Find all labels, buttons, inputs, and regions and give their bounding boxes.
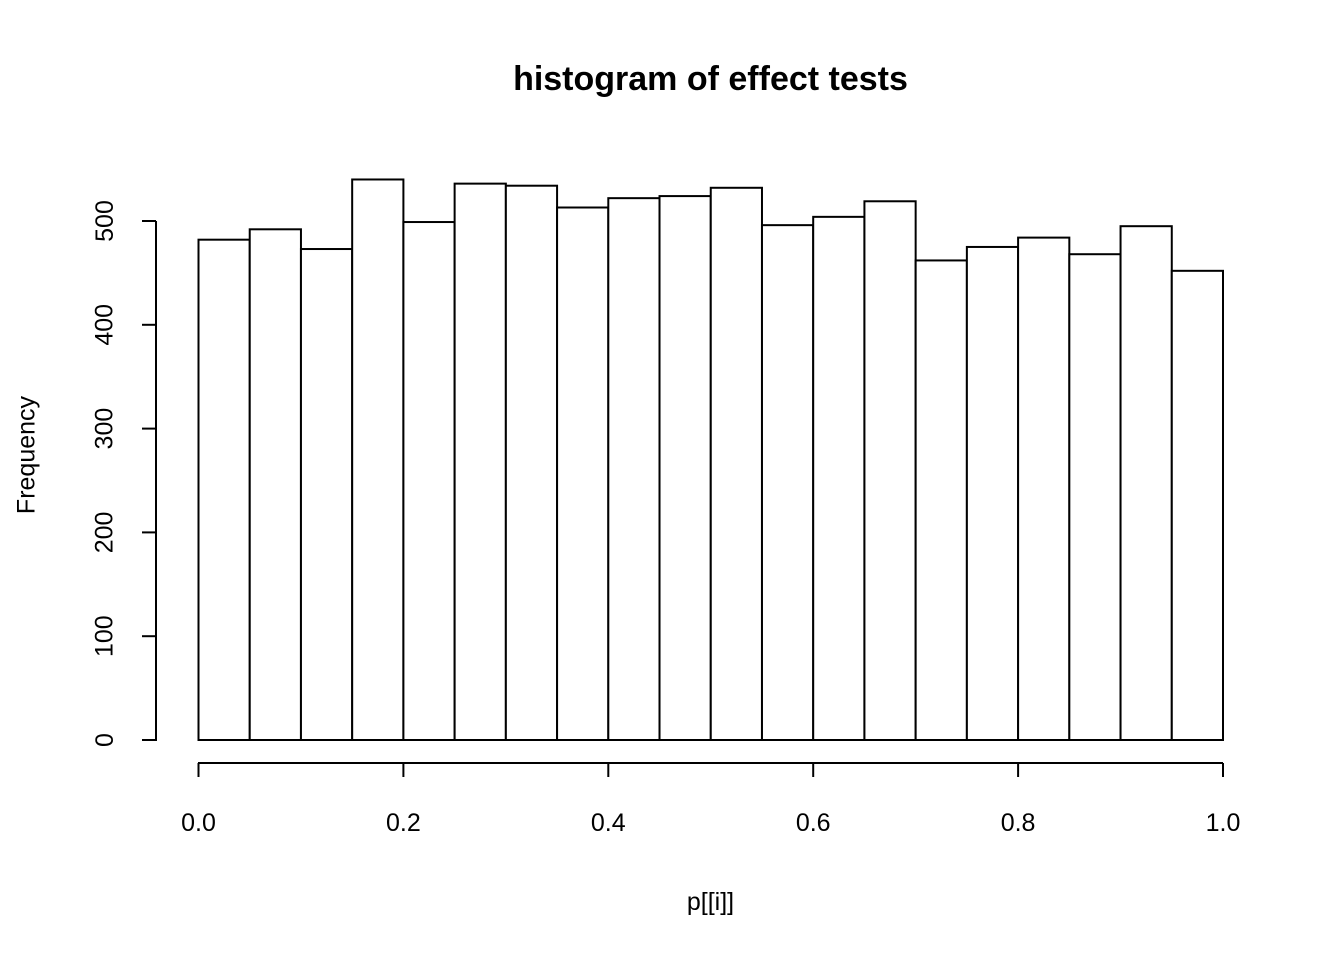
histogram-bar	[965, 245, 1020, 741]
x-axis-tick-label: 1.0	[1206, 809, 1241, 837]
histogram-bar	[1170, 269, 1225, 741]
histogram-bar	[504, 184, 559, 741]
x-axis-label: p[[i]]	[686, 888, 735, 916]
histogram-bar	[351, 178, 405, 742]
x-axis-tick-label: 0.2	[386, 809, 421, 837]
histogram-bar	[1017, 236, 1071, 741]
histogram-bar	[556, 206, 610, 742]
y-axis-tick-label: 400	[91, 304, 119, 346]
histogram-bar	[709, 186, 763, 741]
x-axis-tick-label: 0.6	[796, 809, 831, 837]
histogram-bar	[402, 221, 456, 741]
histogram-bar	[914, 259, 968, 741]
histogram-bar	[658, 195, 712, 741]
y-axis-tick-label: 0	[91, 733, 119, 747]
histogram-bar	[1119, 225, 1173, 741]
histogram-bar	[248, 228, 302, 742]
y-axis-tick-label: 300	[91, 408, 119, 450]
histogram-bar	[1068, 253, 1122, 741]
y-axis-tick-label: 500	[91, 200, 119, 242]
x-axis-tick-label: 0.8	[1001, 809, 1036, 837]
chart-title: histogram of effect tests	[513, 60, 908, 98]
x-axis-tick-label: 0.4	[591, 809, 626, 837]
x-axis-tick-label: 0.0	[181, 809, 216, 837]
histogram-bar	[812, 215, 866, 741]
histogram-bar	[863, 200, 917, 741]
histogram-bar	[607, 197, 661, 741]
y-axis-tick-label: 200	[91, 512, 119, 554]
histogram-bar	[197, 238, 251, 742]
histogram-bar	[453, 182, 507, 741]
histogram-bar	[760, 224, 815, 742]
histogram-bar	[299, 248, 354, 741]
y-axis-tick-label: 100	[91, 615, 119, 657]
